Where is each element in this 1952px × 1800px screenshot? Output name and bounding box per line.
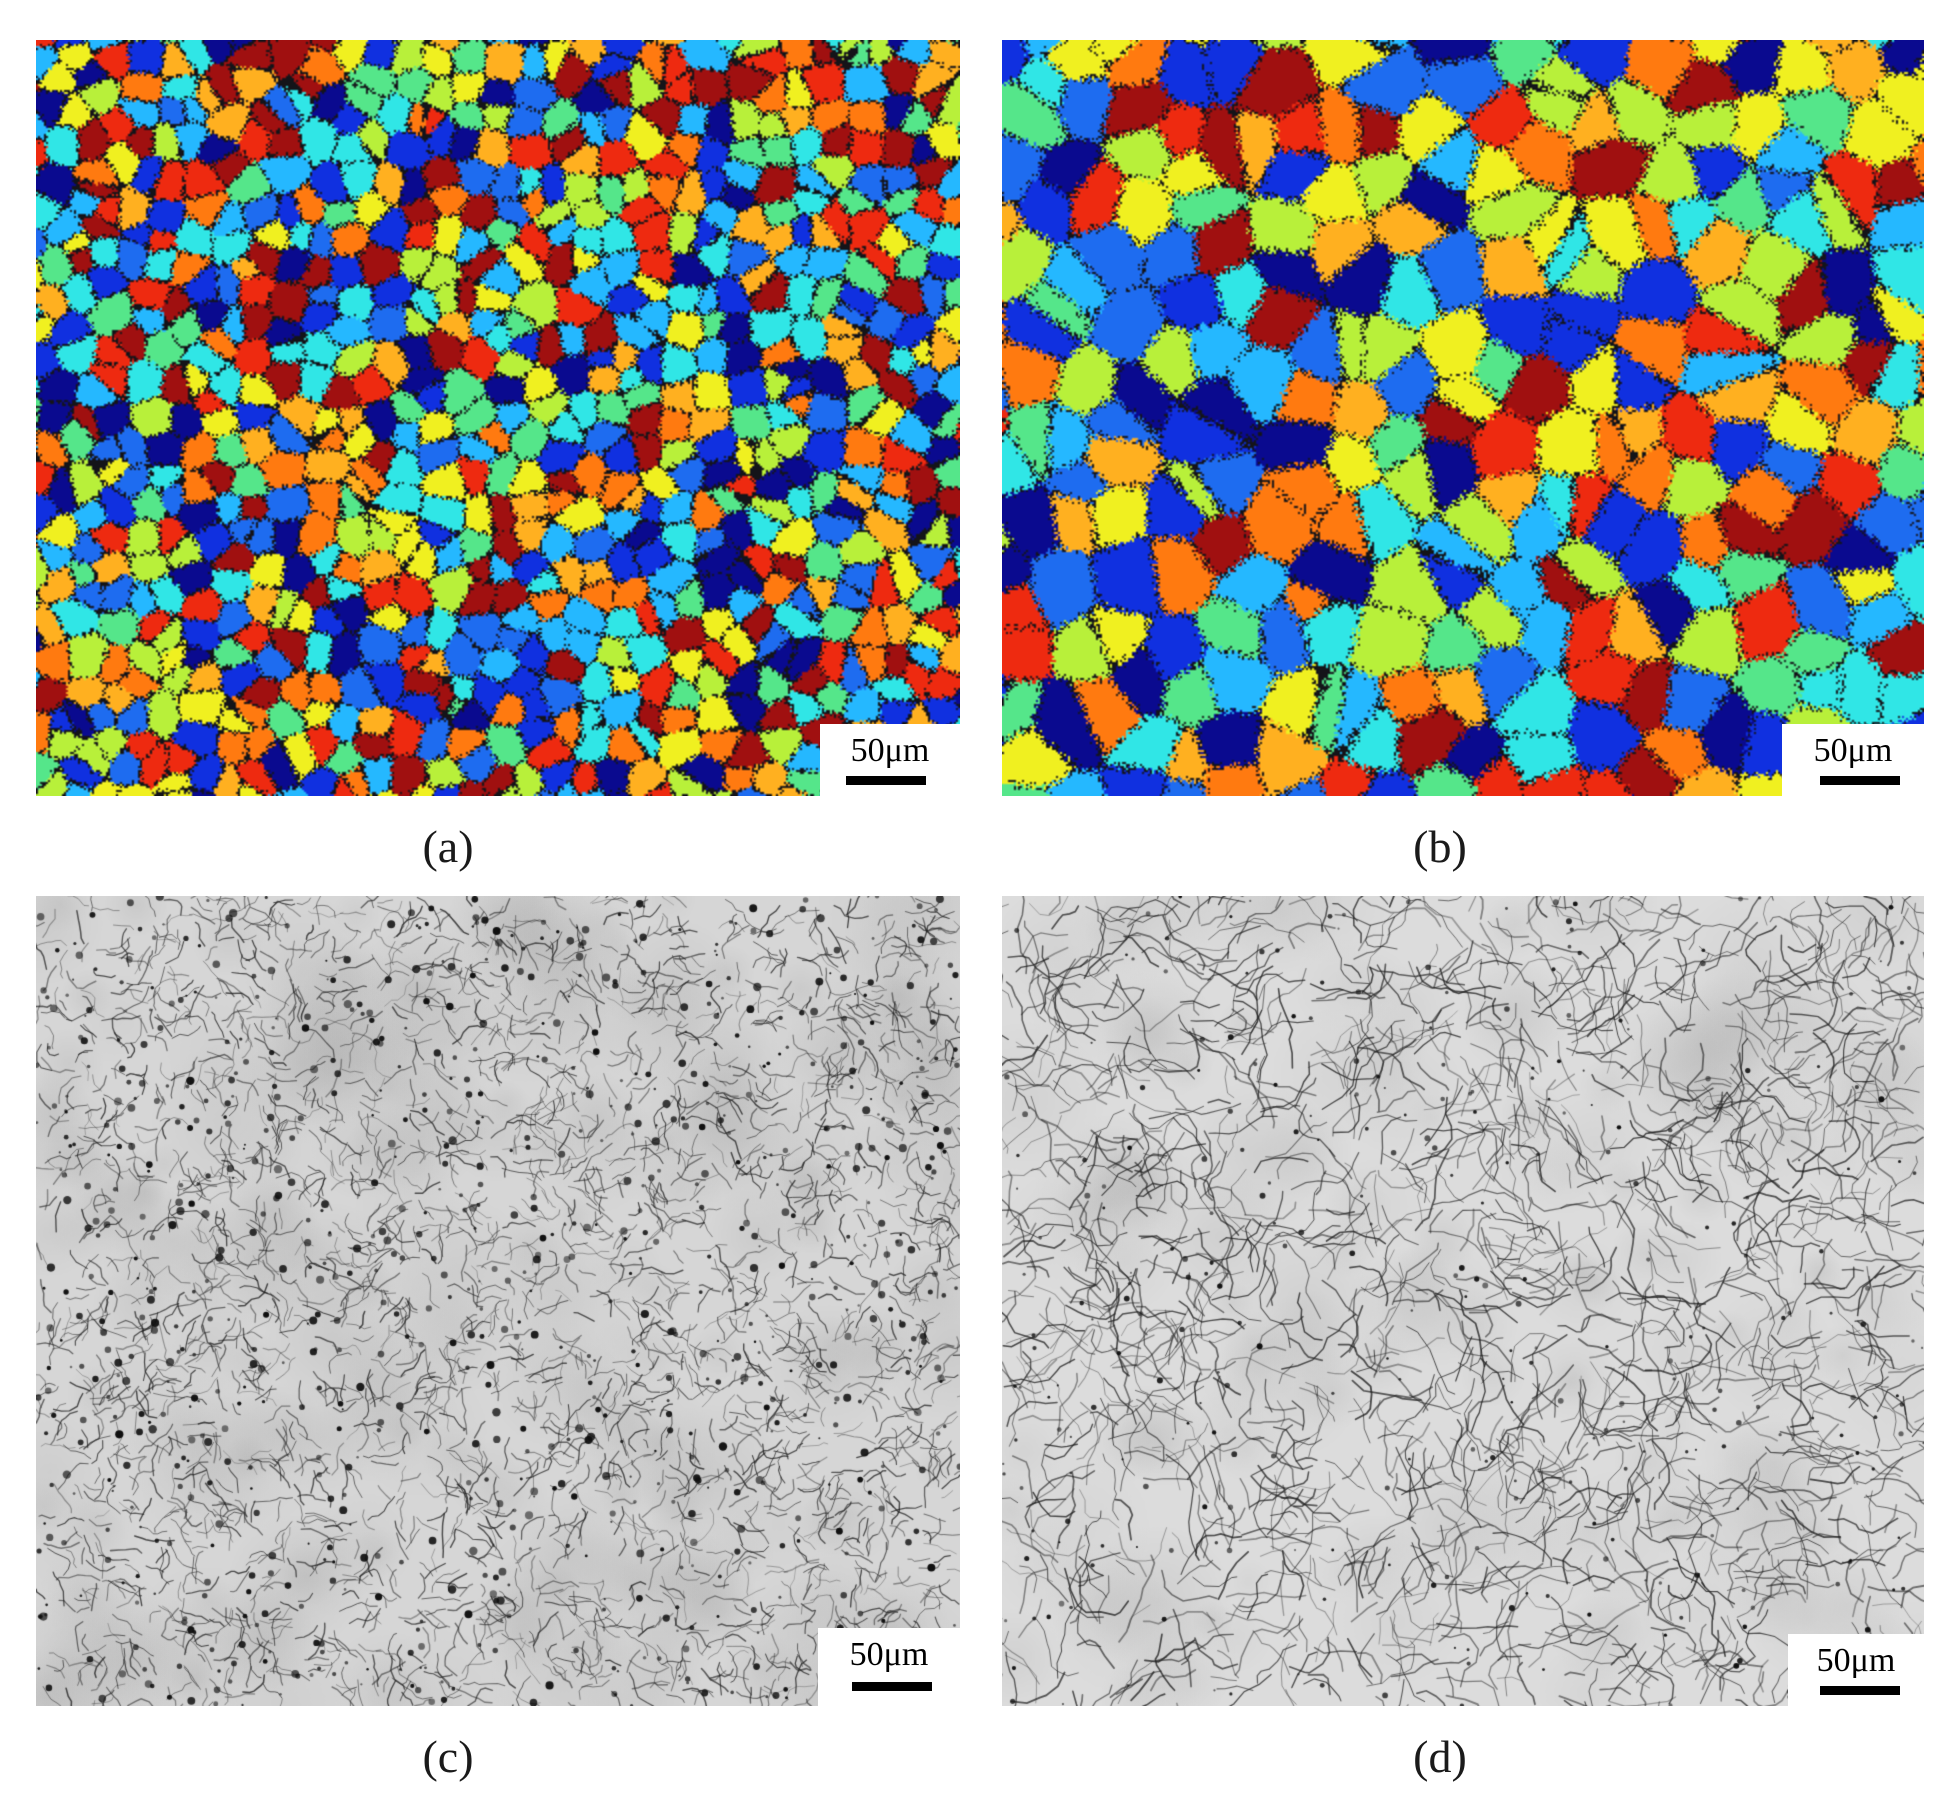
micrograph-d-image bbox=[1002, 896, 1924, 1706]
panel-caption-c: (c) bbox=[422, 1731, 474, 1782]
micrograph-c bbox=[36, 896, 960, 1706]
scale-bar-a-line bbox=[846, 776, 926, 785]
panel-caption-d: (d) bbox=[1413, 1731, 1467, 1782]
micrograph-d bbox=[1002, 896, 1924, 1706]
grain-map-b-image bbox=[1002, 40, 1924, 796]
scale-bar-b-label: 50μm bbox=[1813, 732, 1893, 769]
scale-bar-d-label: 50μm bbox=[1816, 1642, 1896, 1679]
scale-bar-b-line bbox=[1820, 776, 1900, 785]
scale-bar-d: 50μm bbox=[1788, 1634, 1924, 1706]
scale-bar-a: 50μm bbox=[820, 724, 960, 798]
scale-bar-c-line bbox=[852, 1682, 932, 1691]
grain-map-b bbox=[1002, 40, 1924, 796]
scale-bar-c-label: 50μm bbox=[849, 1636, 929, 1673]
grain-map-a bbox=[36, 40, 960, 796]
scale-bar-b: 50μm bbox=[1782, 724, 1924, 798]
panel-caption-b: (b) bbox=[1413, 821, 1467, 872]
scale-bar-a-label: 50μm bbox=[850, 732, 930, 769]
panel-caption-a: (a) bbox=[422, 821, 474, 872]
scale-bar-c: 50μm bbox=[818, 1628, 960, 1706]
micrograph-c-image bbox=[36, 896, 960, 1706]
scale-bar-d-line bbox=[1820, 1686, 1900, 1695]
grain-map-a-image bbox=[36, 40, 960, 796]
